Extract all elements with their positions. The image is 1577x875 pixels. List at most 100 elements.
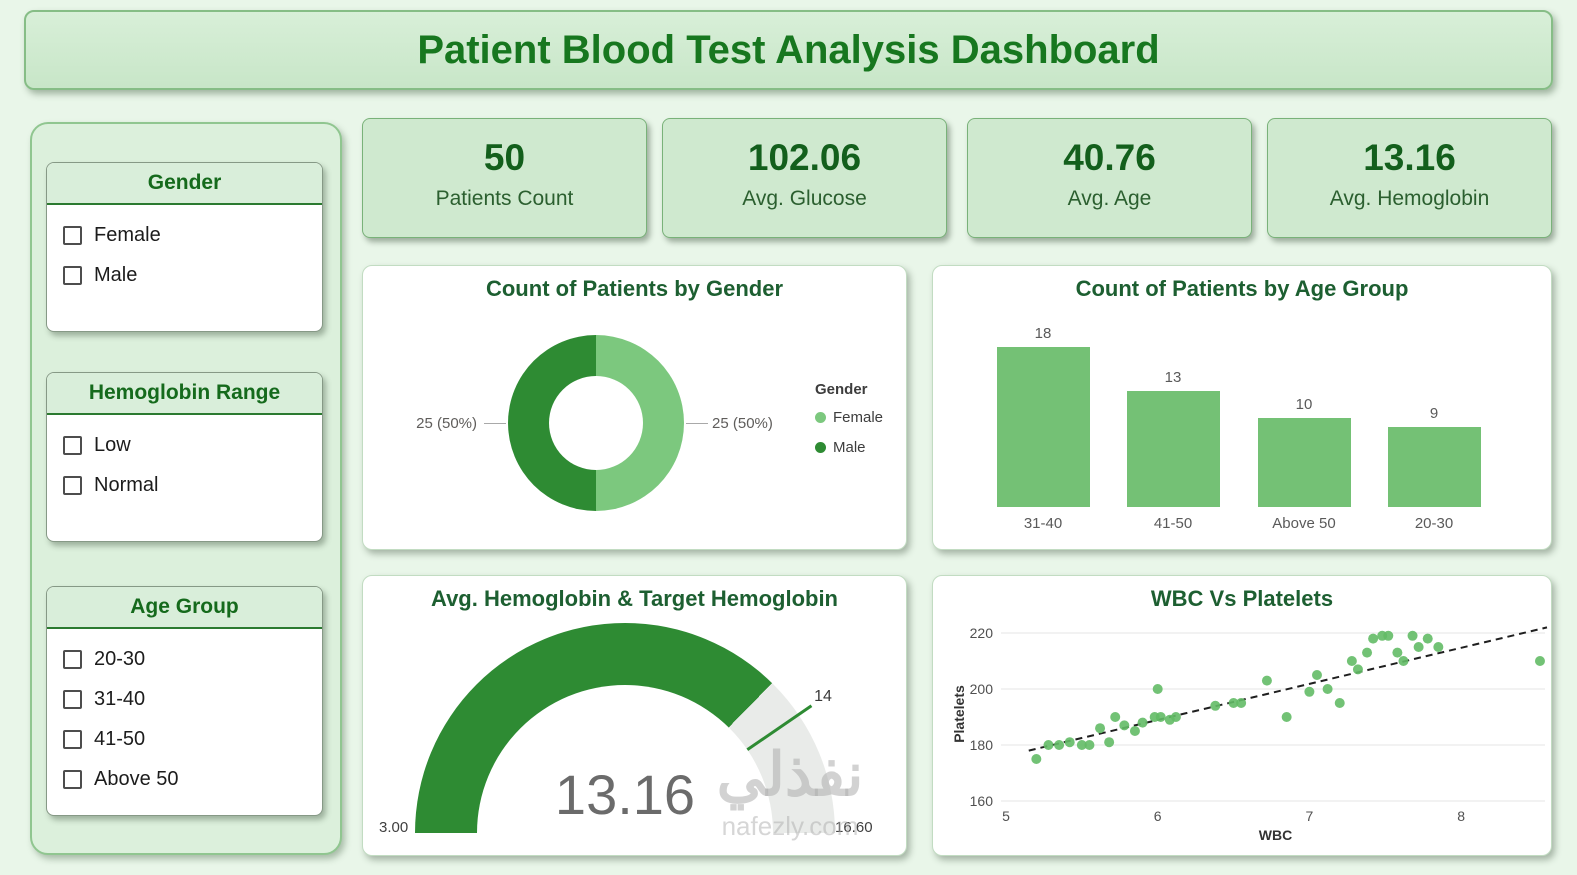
filter-option-20-30[interactable]: 20-30 bbox=[63, 639, 308, 679]
legend-title: Gender bbox=[815, 381, 868, 398]
filter-option-male[interactable]: Male bbox=[63, 255, 308, 295]
scatter-point[interactable] bbox=[1407, 630, 1418, 641]
option-label: Low bbox=[94, 433, 131, 456]
checkbox-icon[interactable] bbox=[63, 649, 82, 669]
scatter-point[interactable] bbox=[1346, 656, 1357, 666]
legend-swatch-icon bbox=[815, 412, 826, 423]
checkbox-icon[interactable] bbox=[63, 265, 82, 285]
scatter-point[interactable] bbox=[1210, 700, 1221, 711]
gauge-min-label: 3.00 bbox=[379, 819, 409, 836]
scatter-point[interactable] bbox=[1084, 740, 1095, 750]
scatter-point[interactable] bbox=[1152, 684, 1163, 694]
scatter-point[interactable] bbox=[1064, 737, 1075, 748]
bar-value-label: 10 bbox=[1295, 396, 1313, 413]
scatter-point[interactable] bbox=[1155, 712, 1166, 722]
legend-item-male[interactable]: Male bbox=[815, 439, 883, 456]
scatter-point[interactable] bbox=[1392, 647, 1403, 658]
filter-title-age-group: Age Group bbox=[47, 587, 322, 629]
bar-20-30[interactable] bbox=[1387, 426, 1481, 507]
filter-option-41-50[interactable]: 41-50 bbox=[63, 719, 308, 759]
kpi-avg-glucose: 102.06 Avg. Glucose bbox=[662, 118, 947, 238]
bar-Above 50[interactable] bbox=[1257, 418, 1351, 507]
scatter-point[interactable] bbox=[1398, 656, 1409, 666]
scatter-point[interactable] bbox=[1043, 740, 1054, 750]
checkbox-icon[interactable] bbox=[63, 729, 82, 749]
checkbox-icon[interactable] bbox=[63, 769, 82, 789]
filter-card-gender: Gender Female Male bbox=[46, 162, 323, 332]
y-tick-label: 220 bbox=[970, 625, 994, 641]
scatter-point[interactable] bbox=[1110, 712, 1121, 722]
scatter-point[interactable] bbox=[1334, 698, 1345, 708]
checkbox-icon[interactable] bbox=[63, 225, 82, 245]
scatter-point[interactable] bbox=[1119, 720, 1130, 731]
filter-option-31-40[interactable]: 31-40 bbox=[63, 679, 308, 719]
gauge-value: 13.16 bbox=[554, 763, 696, 826]
bar-category-label: 41-50 bbox=[1153, 515, 1193, 532]
filter-options-gender: Female Male bbox=[47, 205, 322, 295]
filter-option-normal[interactable]: Normal bbox=[63, 465, 308, 505]
option-label: 41-50 bbox=[94, 727, 146, 750]
scatter-point[interactable] bbox=[1031, 754, 1042, 764]
scatter-point[interactable] bbox=[1311, 670, 1322, 680]
filter-card-hemoglobin-range: Hemoglobin Range Low Normal bbox=[46, 372, 323, 542]
scatter-point[interactable] bbox=[1304, 686, 1315, 697]
scatter-point[interactable] bbox=[1413, 642, 1424, 652]
scatter-point[interactable] bbox=[1261, 675, 1272, 686]
scatter-point[interactable] bbox=[1129, 726, 1140, 736]
scatter-svg[interactable]: 160 180 200 220 5 6 7 8 bbox=[933, 621, 1552, 856]
age-bar-plot[interactable]: 18 31-40 13 41-50 10 Above 50 9 20-30 bbox=[933, 266, 1551, 549]
kpi-value: 40.76 bbox=[1063, 137, 1156, 178]
scatter-point[interactable] bbox=[1137, 717, 1148, 728]
bar-value-label: 18 bbox=[1034, 324, 1052, 342]
filter-title-hemoglobin-range: Hemoglobin Range bbox=[47, 373, 322, 415]
kpi-label: Patients Count bbox=[435, 187, 574, 210]
filter-sidebar: Gender Female Male Hemoglobin Range Low … bbox=[30, 122, 342, 855]
filter-title-gender: Gender bbox=[47, 163, 322, 205]
chart-title: Avg. Hemoglobin & Target Hemoglobin bbox=[431, 586, 838, 611]
scatter-point[interactable] bbox=[1383, 630, 1394, 641]
bar-category-label: 31-40 bbox=[1023, 515, 1063, 532]
scatter-point[interactable] bbox=[1433, 642, 1444, 652]
gender-donut-card: Count of Patients by Gender 25 (50%) 25 … bbox=[362, 265, 907, 550]
bar-41-50[interactable] bbox=[1126, 391, 1220, 507]
option-label: Male bbox=[94, 263, 138, 286]
scatter-point[interactable] bbox=[1422, 633, 1433, 644]
donut-leader-line bbox=[686, 423, 708, 424]
legend-swatch-icon bbox=[815, 442, 826, 453]
bar-31-40[interactable] bbox=[996, 346, 1090, 507]
kpi-label: Avg. Age bbox=[1067, 187, 1152, 210]
scatter-point[interactable] bbox=[1368, 633, 1379, 644]
scatter-point[interactable] bbox=[1236, 698, 1247, 708]
kpi-avg-age: 40.76 Avg. Age bbox=[967, 118, 1252, 238]
y-tick-label: 200 bbox=[970, 681, 994, 697]
bar-value-label: 13 bbox=[1164, 369, 1182, 387]
gender-donut[interactable] bbox=[508, 335, 684, 511]
scatter-point[interactable] bbox=[1076, 740, 1087, 750]
checkbox-icon[interactable] bbox=[63, 435, 82, 455]
hemoglobin-gauge-card: Avg. Hemoglobin & Target Hemoglobin 13.1… bbox=[362, 575, 907, 856]
scatter-point[interactable] bbox=[1281, 712, 1292, 722]
legend-label: Female bbox=[833, 409, 884, 426]
checkbox-icon[interactable] bbox=[63, 475, 82, 495]
trend-line bbox=[1028, 626, 1548, 752]
scatter-point[interactable] bbox=[1362, 647, 1373, 658]
filter-option-low[interactable]: Low bbox=[63, 425, 308, 465]
scatter-point[interactable] bbox=[1534, 656, 1545, 666]
bar-category-label: Above 50 bbox=[1272, 515, 1336, 532]
donut-slice-label-left: 25 (50%) bbox=[416, 415, 477, 432]
scatter-point[interactable] bbox=[1104, 737, 1115, 748]
scatter-point[interactable] bbox=[1170, 712, 1181, 722]
kpi-label: Avg. Hemoglobin bbox=[1329, 187, 1490, 210]
scatter-point[interactable] bbox=[1095, 723, 1106, 734]
x-tick-label: 5 bbox=[1002, 808, 1010, 824]
checkbox-icon[interactable] bbox=[63, 689, 82, 709]
scatter-point[interactable] bbox=[1352, 664, 1363, 675]
legend-item-female[interactable]: Female bbox=[815, 409, 883, 426]
wbc-platelets-scatter-card: WBC Vs Platelets Platelets 160 180 200 220 5… bbox=[932, 575, 1552, 856]
kpi-avg-hemoglobin: 13.16 Avg. Hemoglobin bbox=[1267, 118, 1552, 238]
filter-option-above-50[interactable]: Above 50 bbox=[63, 759, 308, 799]
scatter-point[interactable] bbox=[1228, 698, 1239, 708]
scatter-point[interactable] bbox=[1322, 684, 1333, 694]
filter-option-female[interactable]: Female bbox=[63, 215, 308, 255]
scatter-point[interactable] bbox=[1054, 740, 1065, 750]
